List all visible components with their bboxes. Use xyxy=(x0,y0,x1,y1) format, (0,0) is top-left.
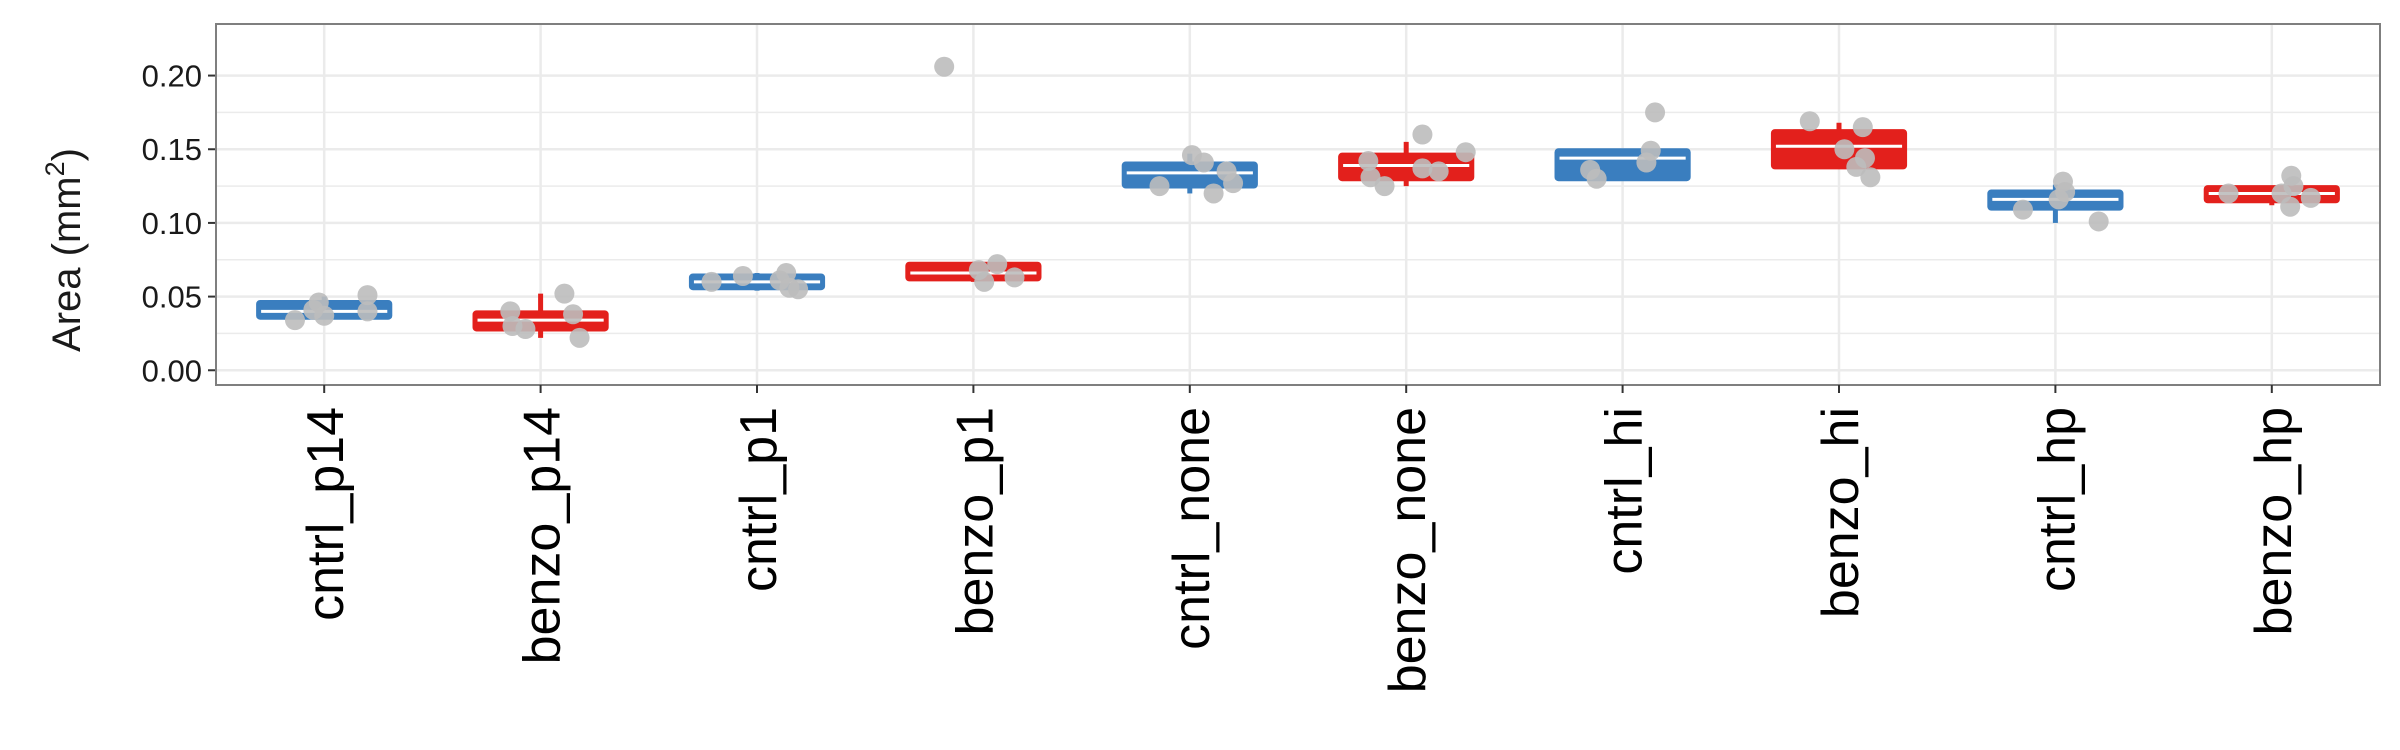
x-tick-label: benzo_hp xyxy=(2245,407,2303,635)
data-point xyxy=(2088,211,2109,232)
box-body xyxy=(1554,148,1691,182)
data-point xyxy=(1834,139,1855,160)
data-point xyxy=(732,265,753,286)
y-tick-label: 0.05 xyxy=(142,280,202,315)
data-point xyxy=(1193,152,1214,173)
data-point xyxy=(1645,102,1666,123)
data-point xyxy=(788,279,809,300)
data-point xyxy=(2055,181,2076,202)
y-axis-title-suffix: ) xyxy=(45,148,89,161)
data-point xyxy=(701,271,722,292)
data-point xyxy=(515,319,536,340)
x-tick-label: benzo_p1 xyxy=(946,407,1004,635)
data-point xyxy=(1428,161,1449,182)
data-point xyxy=(1412,158,1433,179)
data-point xyxy=(1455,142,1476,163)
data-point xyxy=(1640,140,1661,161)
y-axis-title-group: Area (mm2) xyxy=(40,148,89,352)
x-tick-label: benzo_hi xyxy=(1812,407,1870,618)
data-point xyxy=(1149,176,1170,197)
x-tick-label: cntrl_p1 xyxy=(730,407,788,592)
x-tick-label: benzo_p14 xyxy=(514,407,572,664)
data-point xyxy=(1586,168,1607,189)
data-point xyxy=(1374,176,1395,197)
data-point xyxy=(314,305,335,326)
data-point xyxy=(974,271,995,292)
data-point xyxy=(1799,111,1820,132)
data-point xyxy=(934,56,955,77)
data-point xyxy=(2283,176,2304,197)
x-tick-label: cntrl_p14 xyxy=(297,407,355,621)
data-point xyxy=(284,310,305,331)
data-point xyxy=(2012,199,2033,220)
x-tick-label: benzo_none xyxy=(1379,407,1437,693)
y-tick-label: 0.10 xyxy=(142,206,202,241)
panel-border xyxy=(215,23,2381,386)
data-point xyxy=(1860,167,1881,188)
y-tick-label: 0.00 xyxy=(142,353,202,388)
y-axis-title-text: Area (mm xyxy=(45,176,89,352)
data-point xyxy=(2218,183,2239,204)
data-point xyxy=(1223,173,1244,194)
data-point xyxy=(1412,124,1433,145)
y-axis-title: Area (mm2) xyxy=(40,148,89,352)
data-point xyxy=(569,327,590,348)
data-point xyxy=(357,285,378,306)
y-axis-title-superscript: 2 xyxy=(40,161,70,176)
y-tick-label: 0.20 xyxy=(142,59,202,94)
data-point xyxy=(2300,187,2321,208)
data-point xyxy=(1852,117,1873,138)
data-point xyxy=(987,254,1008,275)
data-point xyxy=(1004,267,1025,288)
data-point xyxy=(554,283,575,304)
x-tick-label: cntrl_hi xyxy=(1596,407,1654,575)
data-point xyxy=(2280,196,2301,217)
data-point xyxy=(500,301,521,322)
x-tick-label: cntrl_hp xyxy=(2028,407,2086,592)
y-tick-label: 0.15 xyxy=(142,132,202,167)
data-point xyxy=(1358,151,1379,172)
data-point xyxy=(357,301,378,322)
data-point xyxy=(563,304,584,325)
data-point xyxy=(1854,148,1875,169)
data-point xyxy=(1203,183,1224,204)
x-tick-label: cntrl_none xyxy=(1163,407,1221,650)
